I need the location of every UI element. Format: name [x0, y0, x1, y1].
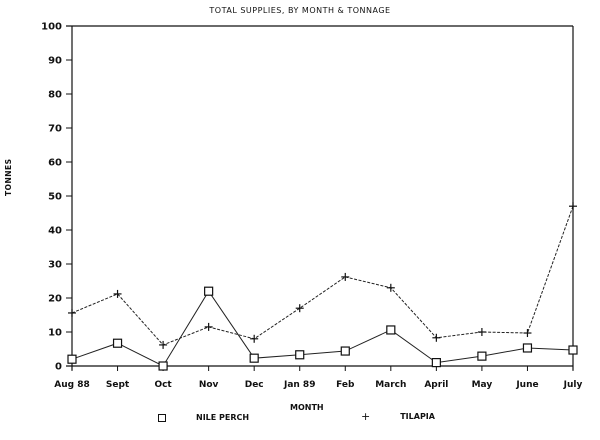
- square-marker-icon: [112, 338, 123, 348]
- y-tick-label: 0: [55, 362, 62, 373]
- square-marker-icon: [295, 350, 305, 360]
- y-tick-label: 70: [48, 124, 62, 135]
- legend-item-nile-perch: NILE PERCH: [158, 413, 249, 422]
- x-tick-label: Jan 89: [283, 380, 316, 390]
- x-tick-label: June: [515, 380, 538, 390]
- y-tick-label: 50: [48, 192, 62, 203]
- square-marker-icon: [249, 353, 259, 363]
- plus-marker-icon: +: [361, 410, 371, 423]
- y-tick-label: 80: [48, 90, 62, 101]
- square-marker-icon: [67, 354, 77, 364]
- series-line-tilapia: [71, 206, 574, 346]
- y-tick-label: 20: [48, 294, 62, 305]
- legend-label: TILAPIA: [400, 412, 435, 421]
- square-marker-icon: [340, 346, 350, 356]
- x-axis-label: MONTH: [290, 403, 324, 412]
- x-tick-label: April: [424, 380, 448, 390]
- y-tick-label: 60: [48, 158, 62, 169]
- x-tick-label: Feb: [336, 380, 355, 390]
- square-marker-icon: [431, 358, 441, 368]
- x-tick-label: Dec: [245, 380, 264, 390]
- y-tick-label: 30: [48, 260, 62, 271]
- y-tick-label: 10: [48, 328, 62, 339]
- square-marker-icon: [158, 361, 168, 371]
- square-marker-icon: [158, 413, 166, 422]
- square-marker-icon: [568, 345, 578, 355]
- legend-label: NILE PERCH: [196, 413, 250, 422]
- series-line-nile-perch: [71, 290, 574, 367]
- x-tick-label: Aug 88: [54, 380, 89, 390]
- y-tick-label: 40: [48, 226, 62, 237]
- x-tick-label: Sept: [106, 380, 130, 390]
- x-tick-label: Oct: [154, 380, 172, 390]
- legend-item-tilapia: + TILAPIA: [361, 410, 435, 423]
- x-tick-label: March: [375, 380, 406, 390]
- y-tick-label: 90: [48, 56, 62, 67]
- square-marker-icon: [204, 286, 214, 296]
- x-tick-label: May: [472, 380, 493, 390]
- square-marker-icon: [386, 325, 396, 335]
- x-tick-label: Nov: [199, 380, 219, 390]
- y-tick-label: 100: [41, 22, 62, 33]
- x-tick-label: July: [563, 380, 583, 390]
- square-marker-icon: [522, 343, 533, 353]
- square-marker-icon: [477, 351, 487, 361]
- chart-title: TOTAL SUPPLIES, BY MONTH & TONNAGE: [209, 6, 391, 15]
